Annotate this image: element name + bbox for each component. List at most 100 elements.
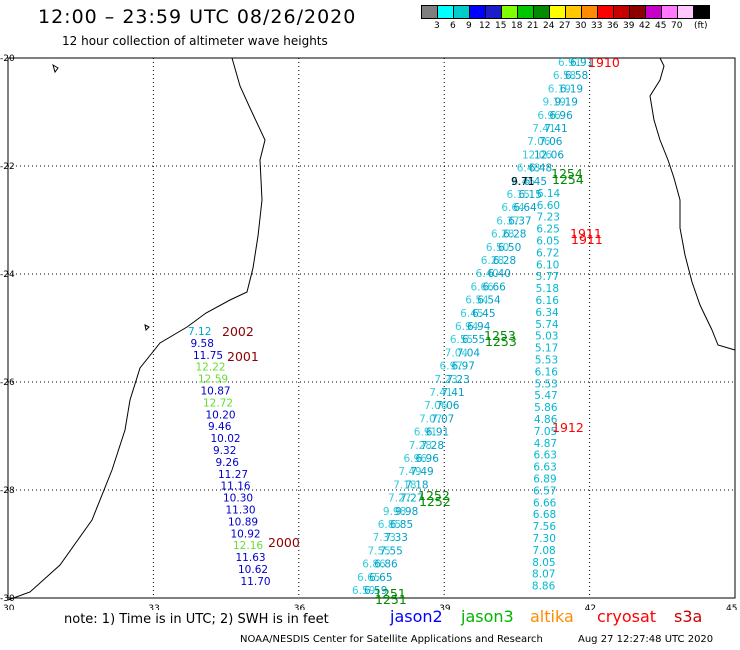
jason2-swh-value: 10.02 <box>211 433 241 445</box>
jason2-swh-value: 11.75 <box>193 350 223 362</box>
jason2-swh-value: 11.63 <box>236 552 266 564</box>
jason2-swh-value: 10.30 <box>223 493 253 505</box>
map-title: 12:00 – 23:59 UTC 08/26/2020 <box>38 6 357 28</box>
s3a-swh-value: 4.87 <box>534 438 557 450</box>
track-sample-value: 9.98 <box>383 506 406 518</box>
legend-altika: altika <box>530 607 574 626</box>
s3a-swh-value: 8.05 <box>532 557 555 569</box>
pass-time-label: 1911 <box>570 226 602 241</box>
s3a-swh-value: 7.30 <box>533 533 556 545</box>
track-sample-value: 6.96 <box>537 110 561 122</box>
s3a-swh-value: 6.57 <box>533 485 556 497</box>
jason2-swh-value: 10.62 <box>238 564 268 576</box>
track-sample-value: 6.96 <box>549 110 573 122</box>
longitude-label: 45 <box>726 604 737 610</box>
pass-time-label: 1254 <box>551 166 583 181</box>
island-outline <box>144 324 150 332</box>
s3a-swh-value: 9.71 <box>511 176 534 188</box>
s3a-swh-value: 6.68 <box>533 509 556 521</box>
s3a-swh-value: 6.89 <box>533 474 556 486</box>
track-sample-value: 7.41 <box>441 387 464 399</box>
track-sample-value: 7.06 <box>539 136 563 148</box>
s3a-swh-value: 6.63 <box>534 450 557 462</box>
track-sample-value: 6.96 <box>404 453 428 465</box>
track-sample-value: 6.28 <box>491 229 514 241</box>
scale-tick-label: 3 <box>434 21 440 31</box>
track-sample-value: 6.94 <box>467 321 491 333</box>
scale-swatch <box>693 5 710 19</box>
pass-time-label: 1253 <box>484 328 516 343</box>
pass-time-label: 1251 <box>375 592 407 607</box>
s3a-swh-value: 6.16 <box>535 366 559 378</box>
pass-time-label: 1911 <box>571 232 603 247</box>
latitude-label: -28 <box>0 486 15 496</box>
madagascar-coastline <box>649 57 736 351</box>
generated-timestamp: Aug 27 12:27:48 UTC 2020 <box>578 634 714 645</box>
track-sample-value: 7.23 <box>446 374 469 386</box>
track-sample-value: 6.19 <box>560 83 583 95</box>
track-sample-value: 6.91 <box>558 57 581 69</box>
track-sample-value: 7.23 <box>434 374 457 386</box>
scale-unit: (ft) <box>694 21 708 31</box>
jason2-swh-value: 11.70 <box>241 576 271 588</box>
track-sample-value: 6.85 <box>378 519 401 531</box>
longitude-label: 36 <box>294 604 306 610</box>
track-sample-value: 7.49 <box>410 466 433 478</box>
track-sample-value: 7.06 <box>424 400 448 412</box>
scale-tick-label: 36 <box>607 21 619 31</box>
track-sample-value: 6.85 <box>390 519 413 531</box>
s3a-swh-value: 7.23 <box>537 212 560 224</box>
s3a-swh-value: 5.53 <box>534 378 557 390</box>
jason2-swh-value: 12.16 <box>233 540 263 552</box>
track-sample-value: 7.18 <box>405 479 428 491</box>
scale-tick-label: 30 <box>575 21 587 31</box>
s3a-swh-value: 6.05 <box>536 236 559 248</box>
jason2-swh-value: 10.92 <box>231 528 261 540</box>
color-scale-swatches <box>421 5 710 19</box>
track-sample-value: 7.06 <box>436 400 460 412</box>
jason2-swh-value: 10.89 <box>228 516 258 528</box>
track-sample-value: 6.91 <box>426 427 449 439</box>
track-sample-value: 7.28 <box>421 440 444 452</box>
track-sample-value: 7.18 <box>393 479 416 491</box>
track-sample-value: 6.94 <box>455 321 479 333</box>
s3a-swh-value: 5.47 <box>534 390 557 402</box>
pass-time-label: 2000 <box>268 535 300 550</box>
latitude-label: -20 <box>0 54 15 64</box>
track-sample-value: 6.86 <box>362 559 386 571</box>
track-sample-value: 6.97 <box>440 361 463 373</box>
track-sample-value: 6.59 <box>352 585 375 597</box>
track-sample-value: 6.15 <box>507 189 530 201</box>
jason2-swh-value: 11.30 <box>226 505 256 517</box>
track-sample-value: 7.27 <box>388 493 411 505</box>
track-sample-value: 6.66 <box>470 281 494 293</box>
s3a-swh-value: 6.14 <box>537 188 561 200</box>
pass-time-label: 2002 <box>222 324 254 339</box>
track-sample-value: 6.28 <box>493 255 516 267</box>
track-sample-value: 12.06 <box>534 149 564 161</box>
track-sample-value: 6.65 <box>357 572 380 584</box>
pass-time-label: 1252 <box>418 488 450 503</box>
track-sample-value: 7.33 <box>385 532 408 544</box>
s3a-swh-value: 5.17 <box>535 343 558 355</box>
pass-time-label: 2001 <box>227 349 259 364</box>
s3a-swh-value: 6.10 <box>536 259 559 271</box>
track-sample-value: 6.37 <box>508 215 531 227</box>
pass-time-label: 1254 <box>552 172 584 187</box>
s3a-swh-value: 8.86 <box>532 581 556 593</box>
legend-cryosat: cryosat <box>597 607 657 626</box>
longitude-label: 33 <box>148 604 159 610</box>
track-sample-value: 6.65 <box>369 572 392 584</box>
track-sample-value: 6.45 <box>472 308 495 320</box>
track-sample-value: 7.04 <box>457 347 481 359</box>
track-sample-value: 6.37 <box>496 215 519 227</box>
track-sample-value: 7.41 <box>532 123 555 135</box>
latitude-label: -30 <box>0 594 15 604</box>
jason2-swh-value: 9.32 <box>213 445 236 457</box>
track-sample-value: 7.07 <box>431 413 454 425</box>
track-sample-value: 6.28 <box>481 255 504 267</box>
track-sample-value: 7.06 <box>527 136 551 148</box>
jason2-swh-value: 10.20 <box>206 409 236 421</box>
pass-time-label: 1252 <box>419 494 451 509</box>
latitude-label: -22 <box>0 162 15 172</box>
